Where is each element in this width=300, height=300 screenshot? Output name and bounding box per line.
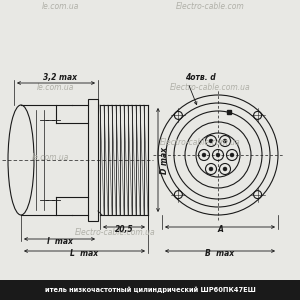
Text: 4отв. d: 4отв. d xyxy=(184,73,215,82)
Bar xyxy=(88,99,98,221)
Text: Electro-cable.com.ua: Electro-cable.com.ua xyxy=(75,228,155,237)
Bar xyxy=(0,280,300,300)
Text: l  max: l max xyxy=(46,237,72,246)
Circle shape xyxy=(209,167,213,171)
Circle shape xyxy=(223,167,227,171)
Circle shape xyxy=(209,139,213,143)
Text: le.com.ua: le.com.ua xyxy=(41,2,79,11)
Text: D max: D max xyxy=(160,146,169,173)
Circle shape xyxy=(223,139,227,143)
Text: 20,5: 20,5 xyxy=(115,225,133,234)
Bar xyxy=(227,110,231,115)
Text: итель низкочастотный цилиндрический ШР60ПК47ЕШ: итель низкочастотный цилиндрический ШР60… xyxy=(45,287,255,293)
Text: 3,2 max: 3,2 max xyxy=(43,73,77,82)
Text: le.com.ua: le.com.ua xyxy=(31,153,69,162)
Text: B  max: B max xyxy=(206,249,235,258)
Text: Electro-cable.com.ua: Electro-cable.com.ua xyxy=(160,138,240,147)
Text: Electro-cable.com.ua: Electro-cable.com.ua xyxy=(170,83,250,92)
Text: L  max: L max xyxy=(70,249,99,258)
Circle shape xyxy=(202,153,206,157)
Text: Electro-cable.com: Electro-cable.com xyxy=(176,2,244,11)
Text: le.com.ua: le.com.ua xyxy=(36,83,74,92)
Circle shape xyxy=(230,153,234,157)
Text: A: A xyxy=(217,225,223,234)
Circle shape xyxy=(216,153,220,157)
